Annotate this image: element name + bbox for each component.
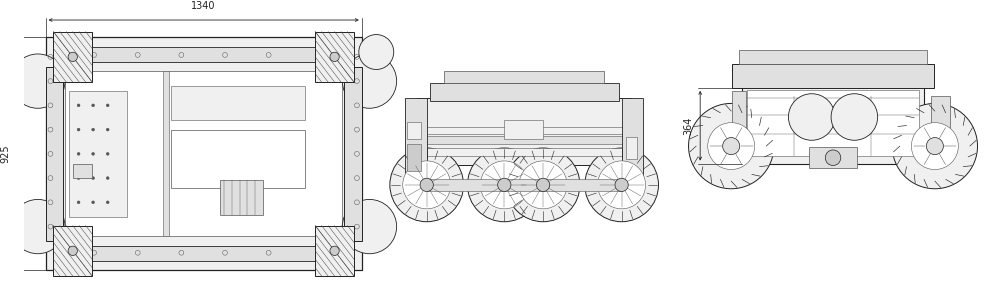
Circle shape (420, 178, 433, 191)
Circle shape (892, 103, 978, 189)
Circle shape (92, 152, 95, 155)
Bar (747, 90, 919, 156)
Bar (809, 147, 857, 168)
Bar (425, 136, 624, 144)
Circle shape (480, 161, 528, 209)
Circle shape (77, 104, 80, 107)
Bar (344, 67, 362, 241)
Bar (732, 64, 934, 88)
Circle shape (106, 177, 109, 179)
Circle shape (330, 52, 339, 62)
Circle shape (77, 128, 80, 131)
Bar (46, 38, 362, 270)
Circle shape (11, 200, 65, 254)
Circle shape (68, 246, 77, 256)
Bar (171, 86, 305, 120)
Circle shape (519, 161, 567, 209)
Circle shape (403, 161, 451, 209)
Bar (220, 180, 263, 215)
Bar (425, 148, 624, 156)
Text: 1340: 1340 (191, 1, 216, 11)
Bar (171, 130, 305, 188)
Circle shape (77, 177, 80, 179)
Circle shape (77, 152, 80, 155)
Bar (622, 98, 643, 178)
Circle shape (342, 200, 397, 254)
Circle shape (788, 94, 835, 140)
Circle shape (106, 128, 109, 131)
Bar (407, 144, 421, 171)
Circle shape (498, 178, 511, 191)
Circle shape (598, 161, 646, 209)
Bar (430, 83, 619, 100)
Circle shape (92, 177, 95, 179)
Circle shape (926, 138, 943, 154)
Bar (69, 91, 127, 217)
Circle shape (330, 246, 339, 256)
Bar (444, 71, 604, 83)
Bar (73, 164, 92, 178)
Bar (739, 50, 927, 64)
Bar (315, 32, 354, 82)
Circle shape (390, 148, 464, 222)
Bar (53, 226, 92, 276)
Circle shape (106, 152, 109, 155)
Circle shape (708, 123, 755, 169)
Circle shape (342, 54, 397, 108)
Circle shape (911, 123, 958, 169)
Circle shape (615, 178, 628, 191)
Bar (504, 120, 543, 139)
Bar (407, 122, 421, 139)
Bar (163, 71, 169, 236)
Circle shape (467, 148, 541, 222)
Text: 364: 364 (683, 116, 693, 135)
Bar (65, 71, 342, 236)
Bar (63, 47, 344, 62)
Circle shape (68, 52, 77, 62)
Circle shape (825, 150, 841, 166)
Circle shape (11, 54, 65, 108)
Bar (931, 96, 950, 134)
Bar (63, 246, 344, 260)
Bar (405, 98, 427, 178)
Bar (315, 226, 354, 276)
Bar (417, 98, 631, 166)
Circle shape (106, 201, 109, 204)
Circle shape (106, 104, 109, 107)
Circle shape (92, 128, 95, 131)
Circle shape (585, 148, 658, 222)
Bar (53, 32, 92, 82)
Circle shape (689, 103, 774, 189)
Bar (732, 91, 746, 154)
Circle shape (831, 94, 878, 140)
Text: 925: 925 (1, 145, 11, 163)
Circle shape (359, 34, 394, 70)
Circle shape (92, 201, 95, 204)
Bar (931, 137, 950, 149)
Bar (427, 179, 622, 191)
Bar (425, 127, 624, 134)
Circle shape (723, 138, 740, 154)
Bar (46, 67, 63, 241)
Circle shape (536, 178, 550, 191)
Bar (742, 81, 924, 164)
Circle shape (77, 201, 80, 204)
Circle shape (92, 104, 95, 107)
Bar (626, 137, 637, 159)
Circle shape (506, 148, 580, 222)
